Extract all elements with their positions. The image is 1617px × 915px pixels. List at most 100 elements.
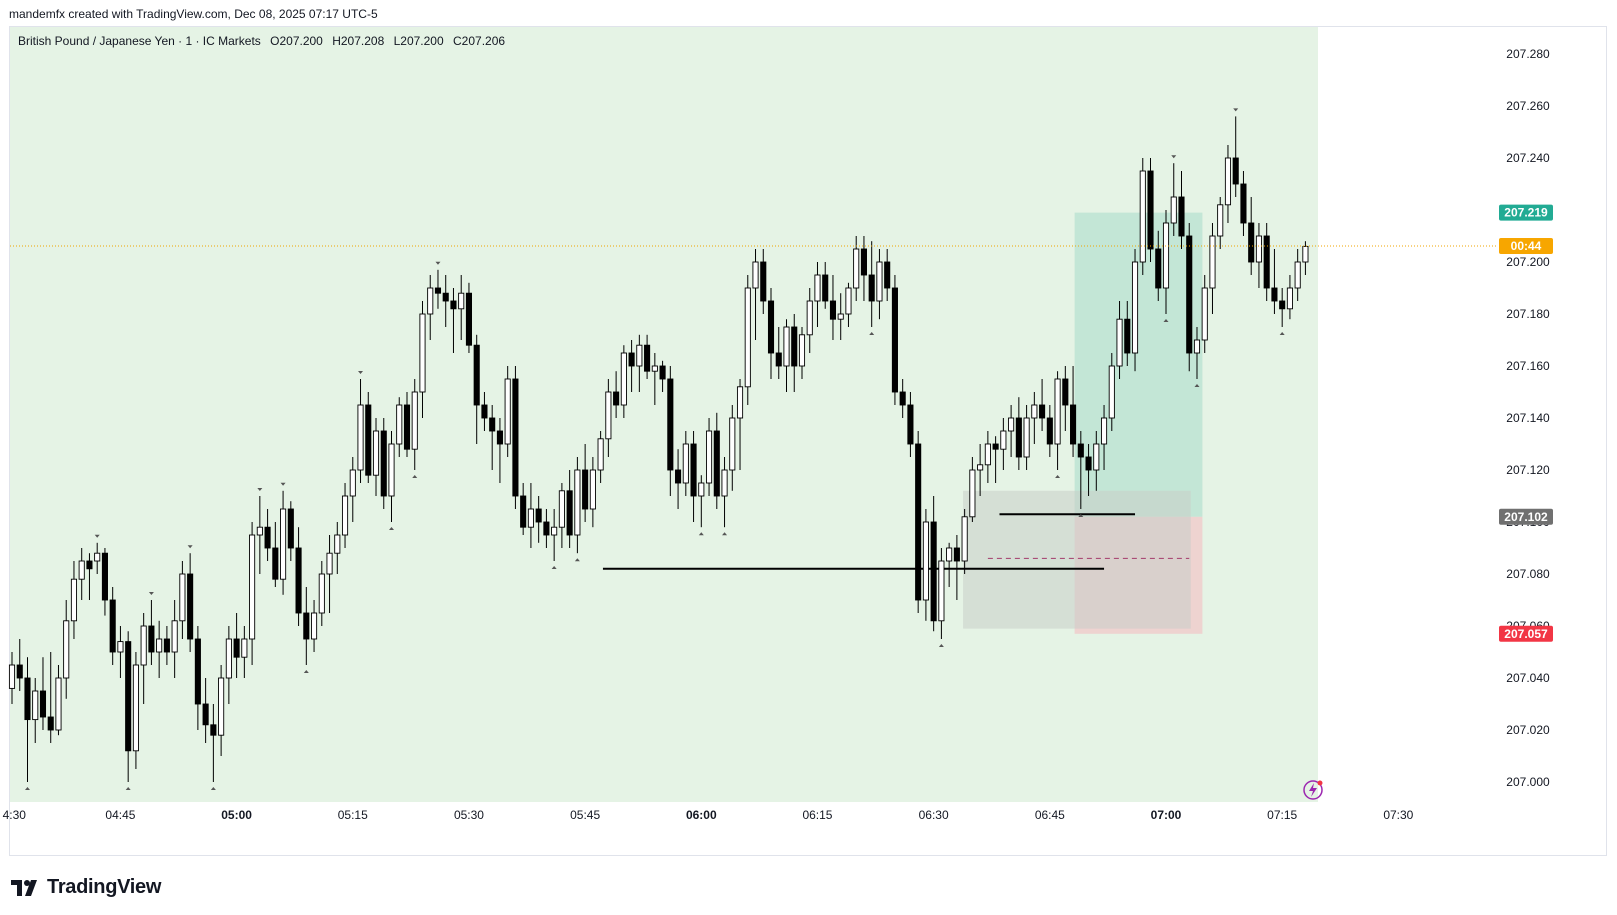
candle[interactable]	[760, 249, 767, 314]
candle[interactable]	[891, 275, 898, 405]
candle[interactable]	[101, 548, 108, 616]
candle[interactable]	[512, 366, 519, 509]
candle[interactable]	[202, 678, 209, 743]
candle[interactable]	[496, 418, 503, 483]
candle[interactable]	[78, 548, 85, 600]
candle[interactable]	[442, 275, 449, 327]
candle[interactable]	[907, 392, 914, 457]
candle[interactable]	[775, 327, 782, 379]
candle[interactable]	[465, 282, 473, 353]
candle[interactable]	[318, 561, 325, 626]
candle[interactable]	[156, 620, 163, 678]
candle[interactable]	[380, 418, 387, 509]
candle[interactable]	[1302, 241, 1309, 275]
lightning-icon[interactable]	[1303, 780, 1323, 800]
candle[interactable]	[86, 553, 93, 600]
candle[interactable]	[1232, 116, 1239, 197]
candle[interactable]	[1224, 145, 1232, 223]
candle[interactable]	[721, 457, 728, 528]
candle[interactable]	[1000, 418, 1007, 470]
candle[interactable]	[1147, 158, 1154, 262]
candle[interactable]	[651, 353, 658, 405]
candle[interactable]	[628, 340, 635, 392]
candle[interactable]	[1186, 223, 1193, 372]
candle[interactable]	[24, 657, 31, 782]
candle[interactable]	[16, 639, 23, 691]
candle[interactable]	[713, 412, 720, 509]
candle[interactable]	[1046, 405, 1053, 457]
candle[interactable]	[992, 436, 999, 483]
candle[interactable]	[644, 334, 651, 379]
candle[interactable]	[1116, 301, 1123, 379]
candle[interactable]	[938, 548, 945, 639]
candle[interactable]	[566, 470, 573, 548]
candle[interactable]	[527, 483, 534, 548]
candle[interactable]	[171, 600, 178, 678]
candle[interactable]	[1155, 230, 1162, 301]
candle[interactable]	[837, 293, 844, 340]
range-box[interactable]	[963, 490, 1191, 629]
candle[interactable]	[535, 496, 542, 543]
candle[interactable]	[403, 392, 411, 457]
candle[interactable]	[558, 483, 565, 548]
candle[interactable]	[860, 236, 867, 301]
candle[interactable]	[365, 392, 372, 483]
candle[interactable]	[667, 366, 674, 496]
candle[interactable]	[1124, 301, 1131, 366]
candle[interactable]	[1093, 431, 1100, 491]
candle[interactable]	[783, 319, 790, 392]
candle[interactable]	[218, 665, 225, 756]
candle[interactable]	[589, 457, 596, 528]
candle[interactable]	[706, 418, 713, 496]
candle[interactable]	[179, 561, 186, 639]
candle[interactable]	[187, 553, 194, 652]
candle[interactable]	[1178, 171, 1185, 249]
candle[interactable]	[1023, 405, 1030, 470]
candle[interactable]	[1193, 327, 1201, 379]
candle[interactable]	[1255, 223, 1262, 288]
candle[interactable]	[1201, 275, 1208, 353]
candle[interactable]	[419, 301, 426, 418]
profit-target-zone[interactable]	[1074, 212, 1203, 517]
candle[interactable]	[1062, 366, 1069, 431]
candle[interactable]	[1271, 249, 1278, 314]
candle[interactable]	[1286, 275, 1293, 320]
candle[interactable]	[256, 496, 263, 574]
candle[interactable]	[613, 371, 620, 418]
candle[interactable]	[372, 418, 380, 496]
candle[interactable]	[853, 236, 860, 301]
candle[interactable]	[1070, 366, 1077, 457]
candle[interactable]	[868, 241, 875, 327]
candle[interactable]	[163, 626, 170, 665]
candle[interactable]	[984, 431, 991, 483]
candle[interactable]	[334, 522, 341, 574]
candle[interactable]	[396, 397, 403, 457]
candle[interactable]	[736, 379, 744, 470]
candle[interactable]	[210, 704, 217, 782]
candle[interactable]	[1077, 431, 1084, 509]
candle[interactable]	[953, 535, 960, 600]
candle[interactable]	[597, 431, 604, 483]
candle[interactable]	[930, 496, 937, 632]
candle[interactable]	[94, 542, 101, 574]
candle[interactable]	[1217, 197, 1224, 249]
candle[interactable]	[636, 334, 643, 392]
candle[interactable]	[450, 288, 457, 353]
candle[interactable]	[8, 652, 16, 704]
candle[interactable]	[1054, 371, 1061, 470]
candle[interactable]	[473, 334, 480, 444]
candle[interactable]	[791, 314, 798, 392]
candle[interactable]	[752, 249, 759, 340]
candle[interactable]	[729, 405, 736, 491]
candle[interactable]	[55, 665, 62, 736]
candle[interactable]	[977, 444, 984, 496]
candle[interactable]	[876, 249, 883, 320]
candle[interactable]	[690, 431, 697, 522]
candle[interactable]	[1008, 405, 1015, 457]
candle[interactable]	[504, 366, 511, 457]
candle[interactable]	[915, 431, 922, 613]
candle[interactable]	[675, 449, 682, 509]
candle[interactable]	[280, 490, 287, 595]
candle[interactable]	[659, 360, 666, 392]
